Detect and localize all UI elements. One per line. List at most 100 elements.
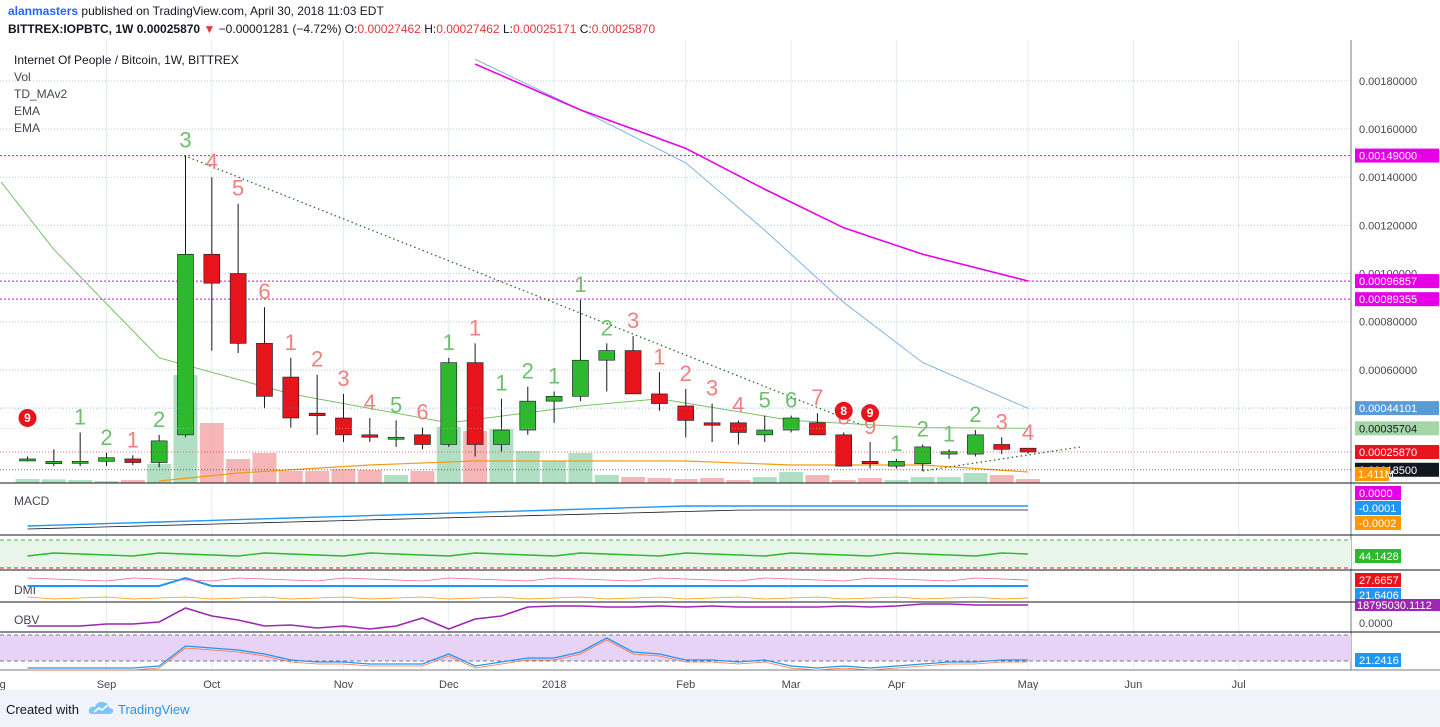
candle-body [124,458,142,463]
volume-bar [989,475,1014,483]
candle-body [809,422,826,436]
volume-bar [884,480,909,483]
td-count-label: 1 [574,272,586,297]
candle-body [545,396,563,402]
volume-bar [515,451,540,483]
header-bar: alanmasters published on TradingView.com… [0,0,1440,40]
candle-body [861,461,879,465]
candle-body [677,405,695,421]
td-count-label: 2 [680,361,692,386]
time-tick-label: Apr [888,679,905,690]
time-tick-label: Feb [676,679,695,690]
td-count-label: 4 [206,149,218,174]
legend-ema-2[interactable]: EMA [14,121,41,135]
ema-fast-line [474,58,1029,409]
username-link[interactable]: alanmasters [8,4,79,18]
price-label-bg [1355,401,1439,416]
dmi-value: 27.6657 [1359,575,1399,587]
price-tick-label: 0.00180000 [1359,76,1417,88]
time-tick-label: 2018 [542,679,566,690]
td-count-label: 2 [522,359,534,384]
candle-body [914,446,932,465]
legend-vol[interactable]: Vol [14,70,31,84]
td-count-label: 2 [153,407,165,432]
dmi-plus-line [27,576,1029,587]
volume-bar [700,478,725,483]
price-tick-label: 0.00160000 [1359,124,1417,136]
adx-line [27,596,1029,600]
price-change: −0.00001281 (−4.72%) [218,22,342,36]
macd-line [27,505,1029,527]
volume-bar [858,478,883,483]
candle-body [493,429,510,445]
price-label-bg [1355,445,1439,460]
volume-bar [384,475,409,483]
tradingview-cloud-icon [88,701,114,714]
stoch-k-line [27,637,1029,669]
volume-bar [647,478,672,483]
volume-bar [410,471,435,483]
candle-body [335,417,352,436]
candle-body [414,434,431,445]
resistance-trendline [183,154,863,426]
td-count-label: 5 [232,176,244,201]
time-tick-label: Sep [97,679,117,690]
time-tick-label: Jul [1232,679,1246,690]
td-count-label: 2 [917,416,929,441]
candle-body [519,400,537,431]
chart-canvas[interactable]: Aug Sep Oct Nov Dec 2018 Feb Mar Apr May Jun Jul 0.0… [0,40,1440,690]
legend-td-ma[interactable]: TD_MAv2 [14,87,68,101]
td-count-label: 2 [601,315,613,340]
td-count-label: 1 [285,330,297,355]
low-label: L: [502,22,513,36]
close-label: C: [579,22,592,36]
td-count-label: 2 [311,347,323,372]
macd-value: -0.0001 [1359,503,1396,515]
stoch-value: 21.2416 [1359,655,1399,667]
candle-body [888,461,905,467]
candle-body [993,444,1011,450]
candle-body [624,350,642,395]
dmi-value-bg-2 [1355,588,1401,602]
tradingview-link[interactable]: TradingView [118,702,190,717]
candle-body [651,393,668,404]
volume-bar [1016,479,1041,483]
volume-bar [41,479,66,483]
symbol-name: BITTREX:IOPBTC, 1W [8,22,134,36]
level-label: 0.00096857 [1359,276,1417,288]
stoch-value-bg [1355,653,1401,667]
td-count-label: 4 [364,390,376,415]
price-tick-label: 0.00120000 [1359,220,1417,232]
open-value: 0.00027462 [357,22,421,36]
high-value: 0.00027462 [436,22,500,36]
td-setup-label: 9 [24,411,31,425]
td-count-label: 5 [390,392,402,417]
volume-bar [937,477,962,483]
candle-body [940,451,958,455]
td-count-label: 1 [548,364,560,389]
rsi-value: 44.1428 [1359,551,1399,563]
td-setup-label: 9 [867,406,874,420]
published-text: published on TradingView.com, April 30, … [81,4,384,18]
candle-body [308,412,326,416]
volume-bar [568,453,593,483]
dmi-minus-line [27,577,1029,582]
td-count-label: 5 [759,388,771,413]
volume-bar [68,480,93,483]
td-count-label: 1 [443,330,455,355]
macd-value: 0.0000 [1359,488,1393,500]
volume-bar [147,464,172,483]
time-tick-label: Nov [334,679,354,690]
rsi-line [27,552,1029,557]
low-value: 0.00025171 [512,22,577,36]
volume-bar [963,473,988,483]
created-with-text: Created with [6,702,79,717]
legend-ema-1[interactable]: EMA [14,104,41,118]
candle-body [177,253,194,436]
candle-body [730,422,747,433]
td-count-label: 4 [1022,420,1034,445]
td-count-label: 1 [469,315,481,340]
chart-title: Internet Of People / Bitcoin, 1W, BITTRE… [14,53,239,67]
high-label: H: [424,22,437,36]
chart-area[interactable]: Aug Sep Oct Nov Dec 2018 Feb Mar Apr May Jun Jul 0.0… [0,40,1440,690]
